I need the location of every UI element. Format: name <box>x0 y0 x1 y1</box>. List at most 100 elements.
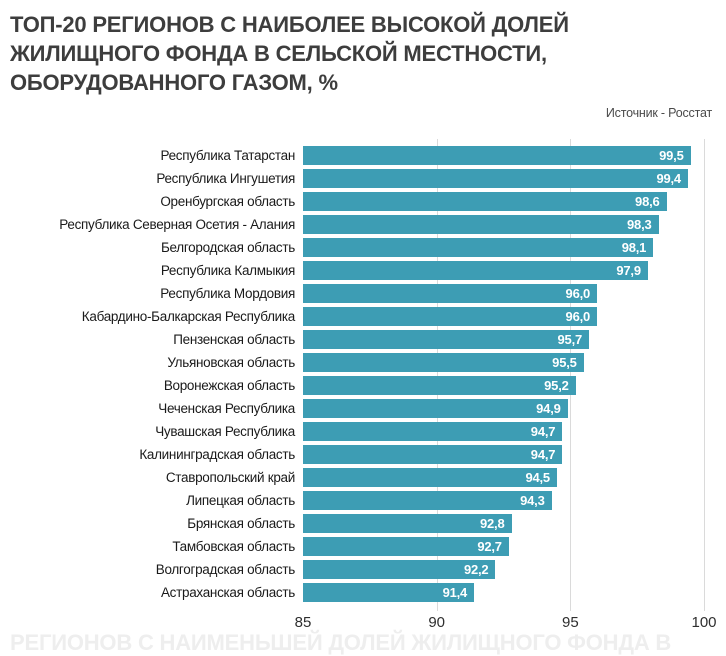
category-label: Чеченская Республика <box>158 401 295 416</box>
bar-track: 94,9 <box>303 399 704 418</box>
bar: 91,4 <box>303 583 475 602</box>
value-label: 98,1 <box>621 240 647 255</box>
bar: 95,5 <box>303 353 584 372</box>
bar: 99,4 <box>303 169 688 188</box>
bar-row: Республика Калмыкия 97,9 <box>0 259 726 282</box>
bar-row: Воронежская область 95,2 <box>0 374 726 397</box>
category-label: Ульяновская область <box>167 355 295 370</box>
bar: 92,7 <box>303 537 509 556</box>
bar: 96,0 <box>303 284 598 303</box>
category-label: Волгоградская область <box>155 562 296 577</box>
x-tick-85: 85 <box>294 614 312 631</box>
category-label: Пензенская область <box>173 332 295 347</box>
bar-row: Калининградская область 94,7 <box>0 443 726 466</box>
value-label: 96,0 <box>565 286 591 301</box>
value-label: 95,5 <box>552 355 577 370</box>
bar-row: Брянская область 92,8 <box>0 512 726 535</box>
page-title-line-1: ТОП-20 РЕГИОНОВ С НАИБОЛЕЕ ВЫСОКОЙ ДОЛЕЙ <box>10 12 569 37</box>
bar: 94,3 <box>303 491 552 510</box>
bar: 94,9 <box>303 399 568 418</box>
bar-track: 94,5 <box>303 468 704 487</box>
bar-row: Липецкая область 94,3 <box>0 489 726 512</box>
bar-row: Белгородская область 98,1 <box>0 236 726 259</box>
bar: 94,7 <box>303 422 563 441</box>
bar-row: Оренбургская область 98,6 <box>0 190 726 213</box>
value-label: 96,0 <box>565 309 591 324</box>
bar-track: 99,4 <box>303 169 704 188</box>
bar: 98,3 <box>303 215 659 234</box>
value-label: 98,3 <box>627 217 652 232</box>
category-label: Воронежская область <box>163 378 295 393</box>
x-tick-95: 95 <box>561 614 579 631</box>
value-label: 92,8 <box>480 516 505 531</box>
bar-track: 92,8 <box>303 514 704 533</box>
category-label: Республика Калмыкия <box>160 263 295 278</box>
page-title-line-2: ЖИЛИЩНОГО ФОНДА В СЕЛЬСКОЙ МЕСТНОСТИ, <box>10 41 547 66</box>
category-label: Оренбургская область <box>160 194 295 209</box>
x-axis: 85 90 95 100 <box>295 614 717 638</box>
bar-track: 99,5 <box>303 146 704 165</box>
value-label: 98,6 <box>635 194 660 209</box>
bar-track: 95,2 <box>303 376 704 395</box>
bar-track: 98,3 <box>303 215 704 234</box>
category-label: Белгородская область <box>160 240 295 255</box>
category-label: Ставропольский край <box>165 470 295 485</box>
category-label: Калининградская область <box>139 447 295 462</box>
bar: 95,2 <box>303 376 576 395</box>
x-tick-100: 100 <box>691 614 717 631</box>
category-label: Республика Ингушетия <box>156 171 295 186</box>
bar: 99,5 <box>303 146 691 165</box>
bar: 96,0 <box>303 307 598 326</box>
bar-track: 91,4 <box>303 583 704 602</box>
bar-row: Чувашская Республика 94,7 <box>0 420 726 443</box>
value-label: 92,2 <box>463 562 489 577</box>
bar-track: 94,3 <box>303 491 704 510</box>
bar-track: 98,1 <box>303 238 704 257</box>
value-label: 95,2 <box>544 378 569 393</box>
bar-row: Чеченская Республика 94,9 <box>0 397 726 420</box>
bar-track: 92,2 <box>303 560 704 579</box>
category-label: Республика Татарстан <box>160 148 295 163</box>
page-title-line-3: ОБОРУДОВАННОГО ГАЗОМ, % <box>10 70 338 95</box>
value-label: 94,7 <box>530 447 556 462</box>
source-note: Источник - Росстат <box>605 106 712 120</box>
bar-track: 96,0 <box>303 307 704 326</box>
bar-track: 94,7 <box>303 445 704 464</box>
value-label: 99,5 <box>659 148 684 163</box>
category-label: Липецкая область <box>186 493 295 508</box>
bar: 98,1 <box>303 238 654 257</box>
x-tick-90: 90 <box>428 614 445 631</box>
bar-track: 97,9 <box>303 261 704 280</box>
bar-row: Ставропольский край 94,5 <box>0 466 726 489</box>
value-label: 92,7 <box>477 539 502 554</box>
bar: 98,6 <box>303 192 667 211</box>
category-label: Республика Северная Осетия - Алания <box>59 217 295 232</box>
value-label: 94,3 <box>520 493 545 508</box>
value-label: 99,4 <box>656 171 681 186</box>
bar-track: 95,5 <box>303 353 704 372</box>
bar-row: Республика Мордовия 96,0 <box>0 282 726 305</box>
value-label: 91,4 <box>442 585 468 600</box>
bar-track: 95,7 <box>303 330 704 349</box>
value-label: 94,7 <box>530 424 556 439</box>
bar-row: Кабардино-Балкарская Республика 96,0 <box>0 305 726 328</box>
bar: 95,7 <box>303 330 590 349</box>
bar-row: Тамбовская область 92,7 <box>0 535 726 558</box>
bar-track: 92,7 <box>303 537 704 556</box>
bar-row: Пензенская область 95,7 <box>0 328 726 351</box>
bar-track: 96,0 <box>303 284 704 303</box>
next-chart-title-fragment: РЕГИОНОВ С НАИМЕНЬШЕЙ ДОЛЕЙ ЖИЛИЩНОГО ФО… <box>10 630 672 655</box>
bar: 92,8 <box>303 514 512 533</box>
bar-row: Волгоградская область 92,2 <box>0 558 726 581</box>
category-label: Астраханская область <box>160 585 295 600</box>
bar: 94,5 <box>303 468 557 487</box>
bar: 97,9 <box>303 261 648 280</box>
bar-row: Республика Татарстан 99,5 <box>0 144 726 167</box>
bar-row: Ульяновская область 95,5 <box>0 351 726 374</box>
bar-track: 98,6 <box>303 192 704 211</box>
category-label: Тамбовская область <box>172 539 295 554</box>
category-label: Кабардино-Балкарская Республика <box>81 309 296 324</box>
page-title: ТОП-20 РЕГИОНОВ С НАИБОЛЕЕ ВЫСОКОЙ ДОЛЕЙ… <box>10 10 650 97</box>
category-label: Республика Мордовия <box>160 286 295 301</box>
bar-row: Республика Ингушетия 99,4 <box>0 167 726 190</box>
